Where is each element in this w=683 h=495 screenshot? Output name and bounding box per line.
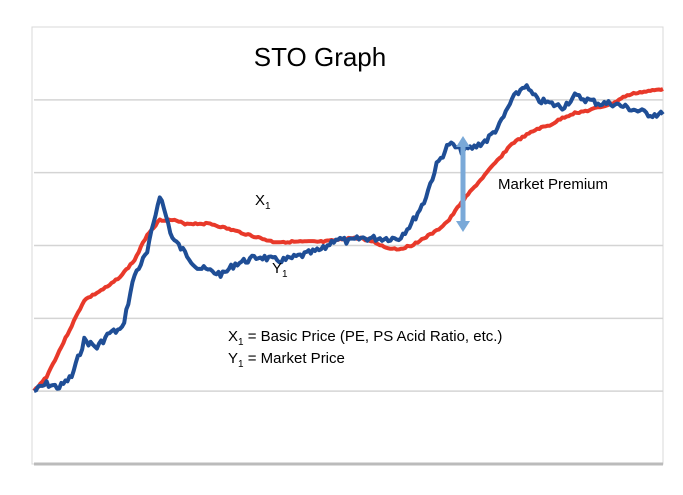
series-lines [32,83,665,393]
gridlines [34,99,663,392]
chart-title: STO Graph [254,42,386,72]
market-premium-arrow [456,136,470,232]
arrow-head-down [456,221,470,232]
arrow-shaft [460,146,466,222]
legend-x1: X1 = Basic Price (PE, PS Acid Ratio, etc… [228,328,502,348]
arrow-head-up [456,136,470,147]
x1-label: X1 [255,192,271,212]
series-line-y1 [33,83,665,393]
market-premium-label: Market Premium [498,176,608,193]
y1-label: Y1 [272,260,288,280]
legend-y1: Y1 = Market Price [228,350,345,370]
